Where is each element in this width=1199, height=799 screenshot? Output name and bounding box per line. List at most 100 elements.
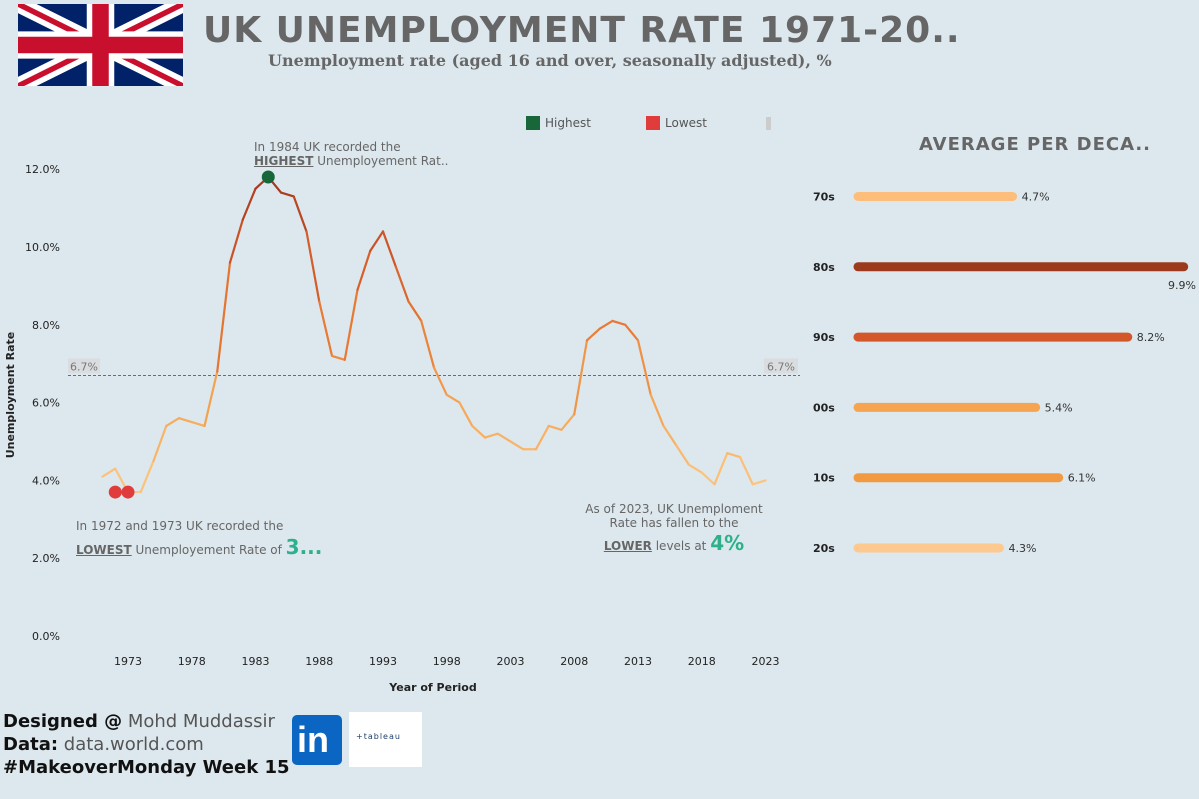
- line-segment: [228, 218, 244, 264]
- line-segment: [726, 452, 742, 459]
- data-source: data.world.com: [58, 734, 204, 755]
- y-tick-label: 6.0%: [32, 397, 60, 410]
- tableau-logo-icon[interactable]: +tableau: [349, 712, 422, 767]
- line-segment: [675, 444, 691, 466]
- reference-label-bg-left: [68, 358, 100, 374]
- footer-credits: Designed @ Mohd Muddassir Data: data.wor…: [3, 710, 290, 779]
- x-tick-label: 1998: [433, 655, 461, 668]
- y-tick-label: 10.0%: [25, 241, 60, 254]
- line-segment: [292, 195, 308, 233]
- annotation-lowest-bold: LOWEST: [76, 543, 132, 557]
- annotation-highest: In 1984 UK recorded the HIGHEST Unemploy…: [254, 140, 448, 168]
- lowest-point: [121, 485, 135, 499]
- reference-label-right: 6.7%: [767, 360, 795, 373]
- line-segment: [662, 424, 678, 447]
- line-segment: [279, 191, 295, 198]
- legend-item-lowest[interactable]: Lowest: [646, 116, 707, 130]
- data-label: Data:: [3, 734, 59, 755]
- line-segment: [458, 401, 474, 428]
- line-segment: [394, 265, 410, 303]
- line-segment: [611, 319, 627, 326]
- decade-label: 20s: [813, 542, 835, 555]
- decade-value-label: 9.9%: [1168, 279, 1196, 292]
- decade-chart-title: AVERAGE PER DECA..: [919, 134, 1151, 155]
- legend-label-lowest: Lowest: [665, 116, 707, 130]
- line-segment: [687, 463, 703, 474]
- annotation-lowest: In 1972 and 1973 UK recorded the LOWEST …: [76, 519, 322, 559]
- line-segment: [203, 370, 219, 428]
- line-segment: [407, 300, 423, 323]
- line-segment: [216, 261, 232, 373]
- annotation-latest-bold: LOWER: [603, 539, 652, 553]
- annotation-highest-line1: In 1984 UK recorded the: [254, 140, 401, 154]
- highest-swatch: [526, 116, 540, 130]
- line-segment: [624, 323, 640, 342]
- decade-value-label: 6.1%: [1068, 472, 1096, 485]
- x-tick-label: 1978: [178, 655, 206, 668]
- x-tick-label: 2003: [497, 655, 525, 668]
- line-segment: [139, 459, 155, 494]
- line-segment: [547, 424, 563, 431]
- line-segment: [471, 424, 487, 439]
- x-tick-label: 2023: [752, 655, 780, 668]
- page-title: UK UNEMPLOYMENT RATE 1971-20..: [203, 10, 961, 51]
- line-segment: [445, 393, 461, 404]
- line-segment: [241, 187, 257, 221]
- line-segment: [636, 339, 652, 396]
- linkedin-icon[interactable]: in: [292, 715, 342, 765]
- annotation-lowest-line1: In 1972 and 1973 UK recorded the: [76, 519, 284, 533]
- line-segment: [700, 471, 716, 486]
- line-segment: [330, 354, 346, 361]
- line-segment: [483, 432, 499, 439]
- annotation-latest-rest: levels at: [651, 539, 711, 553]
- y-tick-label: 8.0%: [32, 319, 60, 332]
- line-segment: [165, 417, 181, 428]
- decade-value-label: 4.7%: [1022, 191, 1050, 204]
- line-segment: [585, 327, 601, 342]
- line-segment: [751, 479, 767, 486]
- x-tick-label: 1988: [305, 655, 333, 668]
- line-segment: [534, 424, 550, 451]
- line-segment: [343, 288, 359, 361]
- line-segment: [496, 432, 512, 443]
- line-segment: [573, 339, 589, 416]
- decade-label: 90s: [813, 331, 835, 344]
- page-subtitle: Unemployment rate (aged 16 and over, sea…: [268, 51, 832, 70]
- highest-point: [261, 170, 275, 184]
- annotation-lowest-value: 3...: [285, 535, 323, 559]
- lowest-point: [108, 485, 122, 499]
- reference-label-left: 6.7%: [70, 360, 98, 373]
- line-segment: [432, 366, 448, 396]
- y-tick-label: 2.0%: [32, 552, 60, 565]
- line-segment: [598, 319, 614, 330]
- decade-label: 00s: [813, 401, 835, 414]
- line-segment: [318, 300, 334, 358]
- y-tick-label: 4.0%: [32, 474, 60, 487]
- annotation-latest-line1: As of 2023, UK Unemploment: [585, 502, 763, 516]
- annotation-latest: As of 2023, UK Unemploment Rate has fall…: [584, 502, 764, 555]
- uk-flag-icon: [18, 4, 183, 86]
- legend-item-highest[interactable]: Highest: [526, 116, 591, 130]
- decade-value-label: 5.4%: [1045, 401, 1073, 414]
- decade-value-label: 8.2%: [1137, 331, 1165, 344]
- x-tick-label: 2018: [688, 655, 716, 668]
- y-tick-label: 0.0%: [32, 630, 60, 643]
- line-segment: [152, 424, 168, 463]
- annotation-latest-value: 4%: [710, 531, 745, 555]
- lowest-swatch: [646, 116, 660, 130]
- line-chart: 0.0% 2.0% 4.0% 6.0% 8.0% 10.0% 12.0% 1973 1978 19…: [4, 163, 800, 694]
- reference-label-bg-right: [764, 358, 798, 374]
- designed-label: Designed @: [3, 711, 123, 732]
- decade-label: 70s: [813, 191, 835, 204]
- x-tick-label: 1983: [242, 655, 270, 668]
- x-tick-label: 2008: [560, 655, 588, 668]
- x-tick-label: 1993: [369, 655, 397, 668]
- line-segment: [190, 420, 206, 428]
- designer-name: Mohd Muddassir: [122, 711, 275, 732]
- line-segment: [381, 230, 397, 268]
- annotation-lowest-rest: Unemployement Rate of: [131, 543, 286, 557]
- x-axis-title: Year of Period: [388, 681, 476, 694]
- line-segment: [509, 440, 525, 451]
- y-tick-label: 12.0%: [25, 163, 60, 176]
- line-segment: [420, 319, 436, 369]
